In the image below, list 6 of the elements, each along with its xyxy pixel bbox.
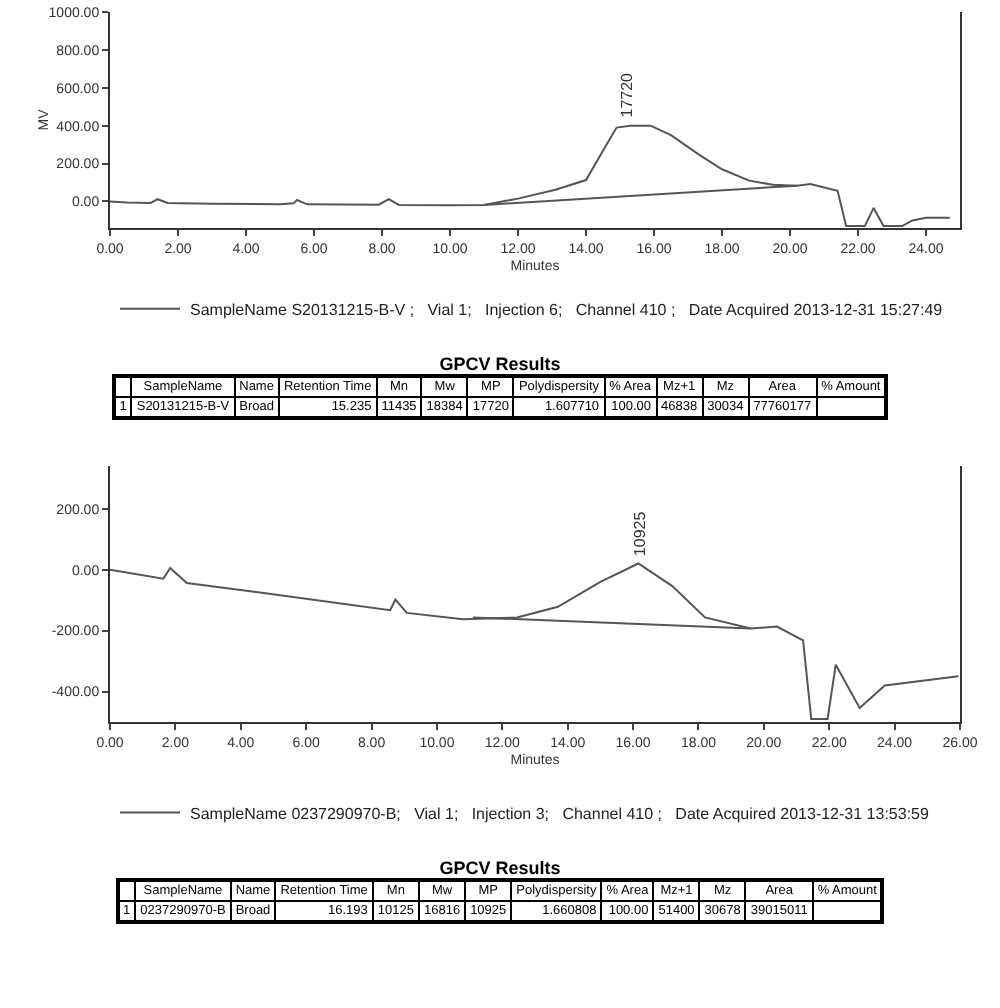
annotation: 10925 [631,510,650,557]
text: GPCV Results [437,858,563,878]
legend-label: SampleName S20131215-B-V ; Vial 1; Injection 6; Channel 410 ; Date Acquired 2013-12-31 15:27:49 [190,301,944,320]
text: GPCV Results [437,354,563,374]
annotation: 17720 [618,71,637,118]
legend-label: SampleName 0237290970-B; Vial 1; Injection 3; Channel 410 ; Date Acquired 2013-12-31 13:53:59 [190,804,930,823]
